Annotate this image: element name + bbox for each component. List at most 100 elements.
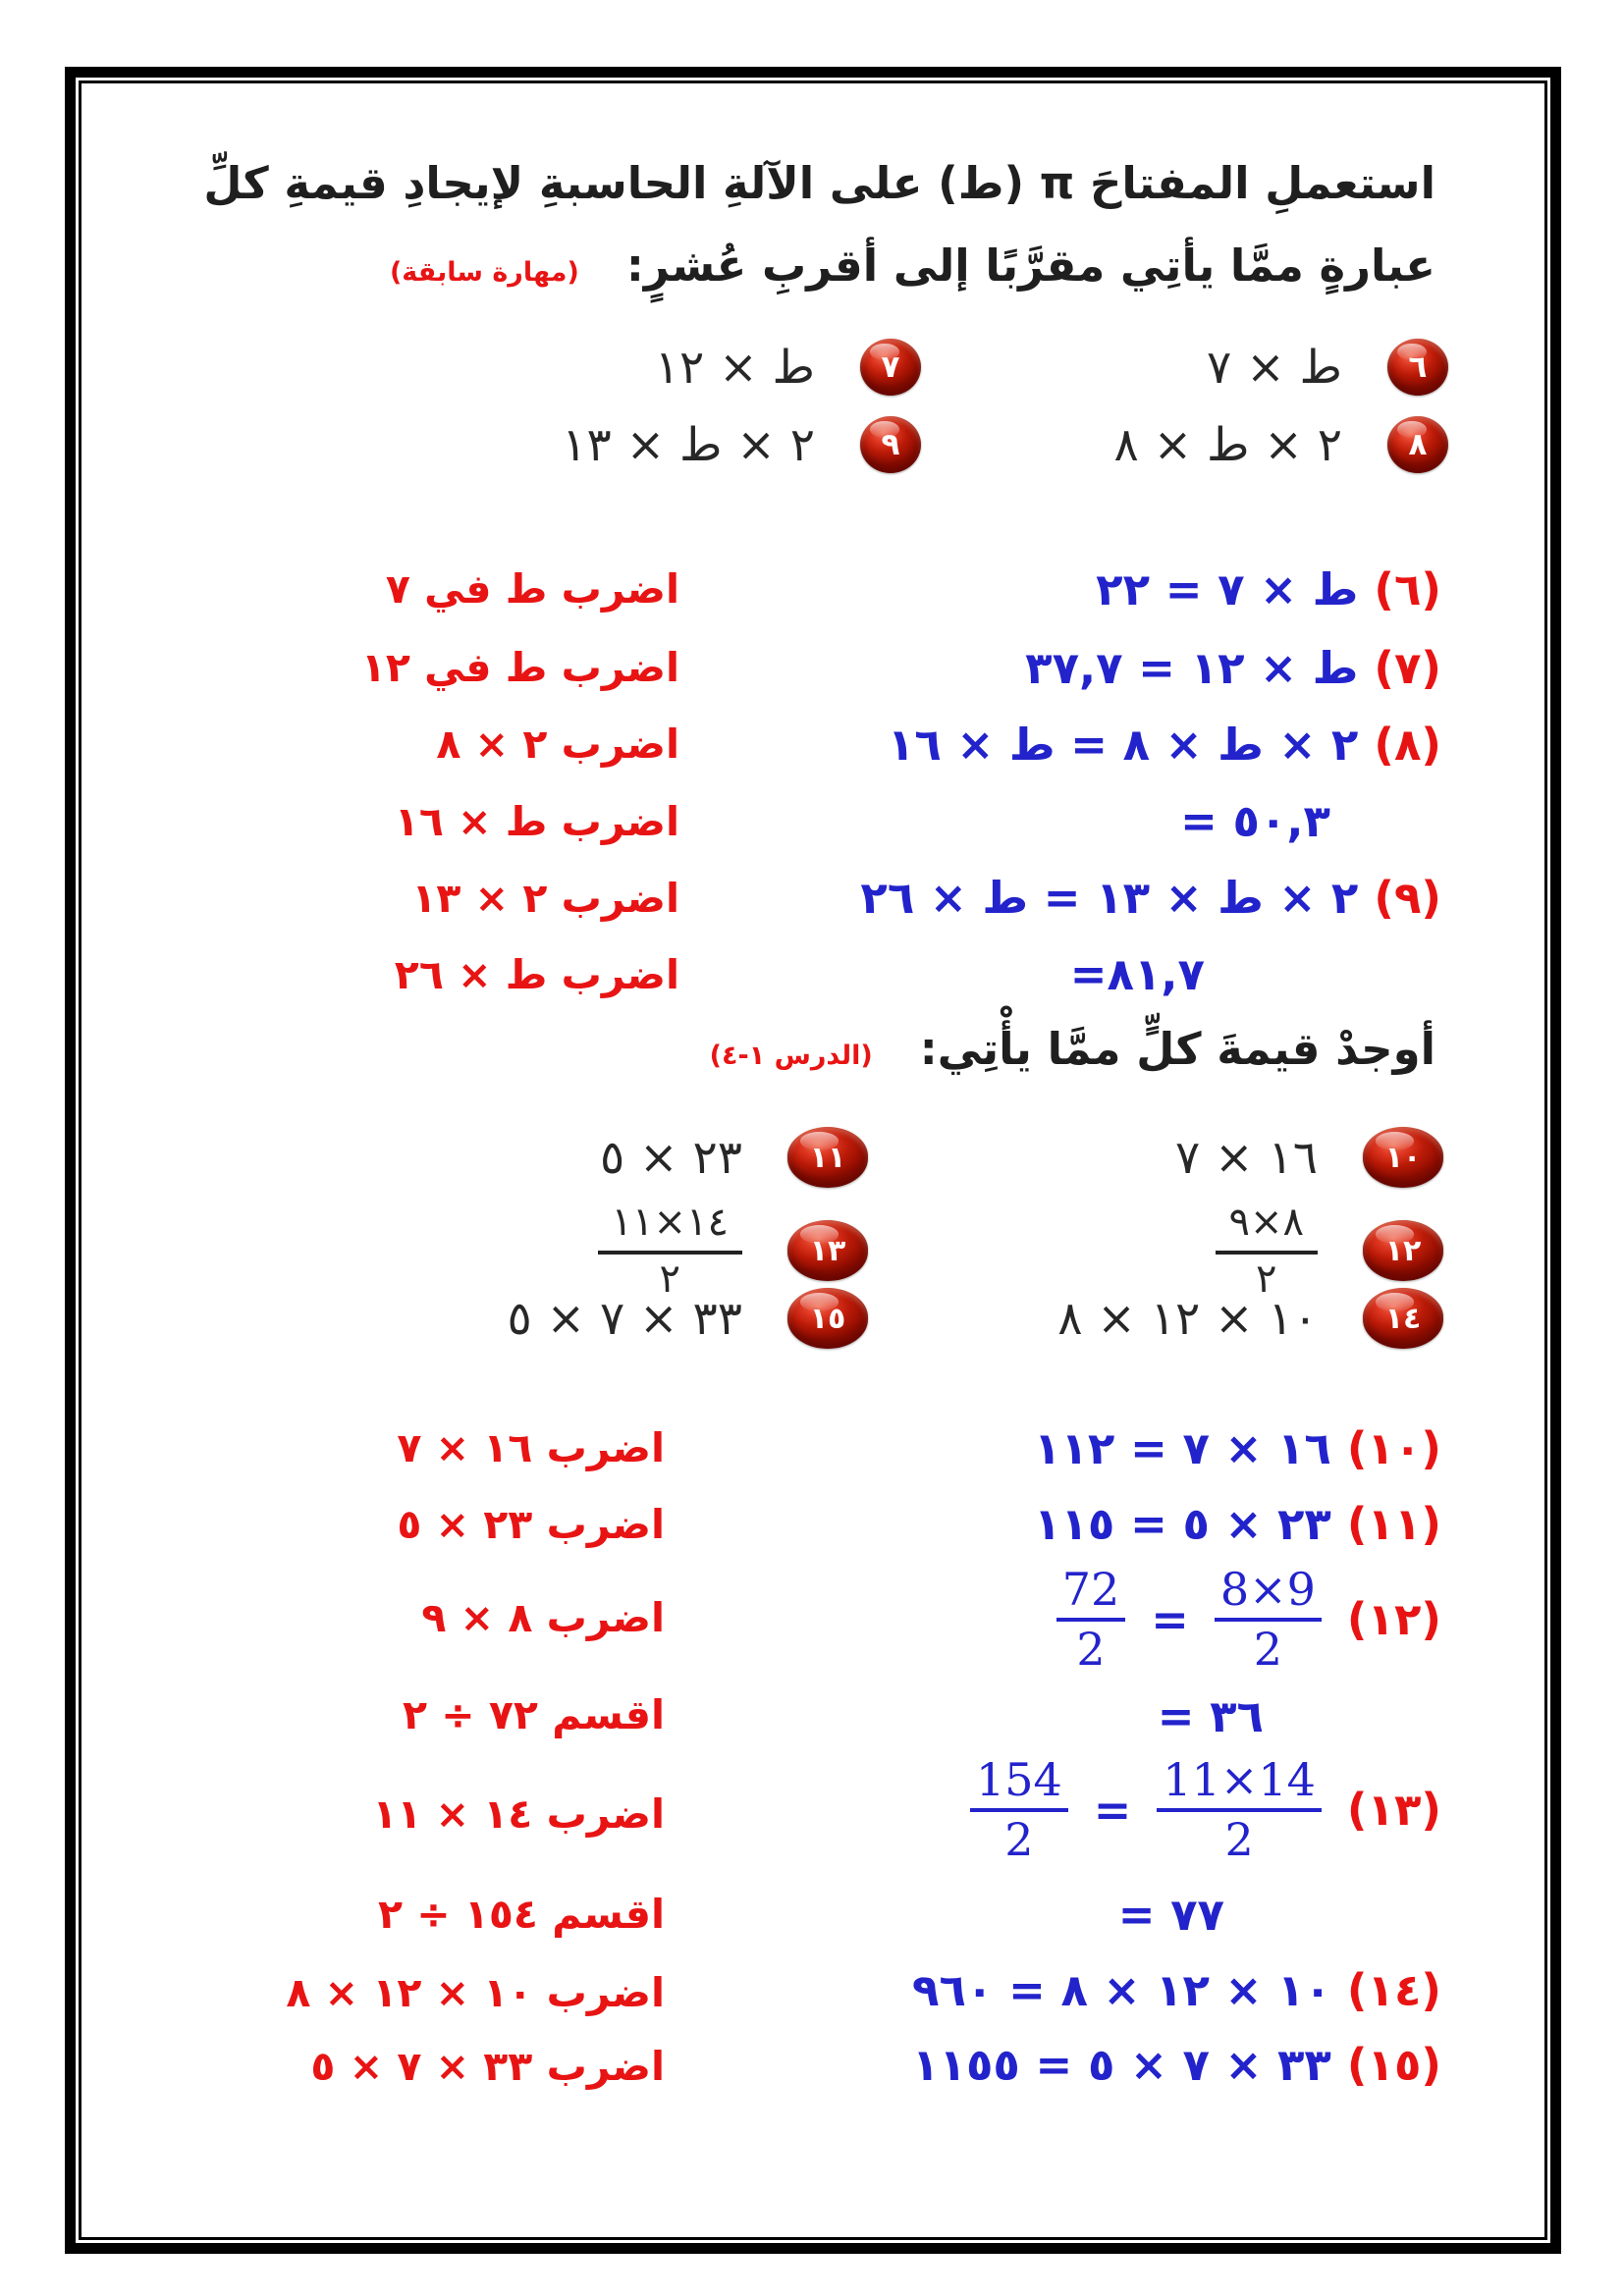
section1-instruction-line2: عبارةٍ ممَّا يأتِي مقرَّبًا إلى أقربِ عُ… <box>625 240 1435 292</box>
problem-9-expression: ٢ × ط × ١٣ <box>562 417 815 472</box>
problem-6-expression: ط × ٧ <box>1207 340 1342 395</box>
problem-13: ١٣ ١٤×١١ ٢ <box>597 1200 868 1302</box>
problem-10-badge: ١٠ <box>1363 1127 1443 1188</box>
answer-12-left-fraction: 72 2 <box>1056 1563 1126 1676</box>
hint-12: اضرب ٨ × ٩ <box>421 1594 665 1641</box>
answer-15-number: (١٥) <box>1346 2039 1441 2091</box>
answer-row-7: (٧) ط × ١٢ = ٣٧,٧ <box>1025 642 1441 694</box>
problem-9-badge: ٩ <box>860 416 921 473</box>
page-border <box>65 67 1561 2254</box>
answer-row-13-result: = ٧٧ <box>1118 1889 1224 1941</box>
problem-7-expression: ط × ١٢ <box>654 340 815 395</box>
answer-6-formula: ط × ٧ = ٢٢ <box>1096 563 1359 615</box>
hint-9b: اضرب ط × ٢٦ <box>394 951 679 998</box>
problem-8: ٨ ٢ × ط × ٨ <box>1113 416 1448 473</box>
lesson-tag: (الدرس ١-٤) <box>709 1041 873 1071</box>
answer-6-number: (٦) <box>1374 563 1441 615</box>
hint-9: اضرب ٢ × ١٣ <box>411 875 679 922</box>
problem-9: ٩ ٢ × ط × ١٣ <box>562 416 921 473</box>
answer-7-formula: ط × ١٢ = ٣٧,٧ <box>1025 642 1359 694</box>
skill-tag: (مهارة سابقة) <box>389 257 579 288</box>
page-border-inner <box>79 80 1547 2240</box>
answer-7-number: (٧) <box>1374 642 1441 694</box>
fraction-numerator: ٨×٩ <box>1215 1200 1318 1255</box>
answer-row-9: (٩) ٢ × ط × ١٣ = ط × ٢٦ <box>860 872 1441 924</box>
hint-14: اضرب ١٠ × ١٢ × ٨ <box>286 1969 665 2016</box>
hint-11: اضرب ٢٣ × ٥ <box>397 1501 665 1548</box>
problem-15-expression: ٣٣ × ٧ × ٥ <box>507 1291 742 1346</box>
problem-10: ١٠ ١٦ × ٧ <box>1175 1127 1443 1188</box>
problem-11-badge: ١١ <box>787 1127 868 1188</box>
answer-12-right-fraction: 8×9 2 <box>1214 1563 1322 1676</box>
answer-12-result: = ٣٦ <box>1157 1690 1264 1742</box>
section1-instruction-line2-row: عبارةٍ ممَّا يأتِي مقرَّبًا إلى أقربِ عُ… <box>390 240 1435 292</box>
problem-14: ١٤ ١٠ × ١٢ × ٨ <box>1057 1288 1443 1349</box>
fraction-denominator: 2 <box>1004 1813 1034 1866</box>
hint-13: اضرب ١٤ × ١١ <box>372 1790 665 1838</box>
fraction-numerator: 154 <box>969 1753 1068 1812</box>
section2-header-row: أوجدْ قيمةَ كلٍّ ممَّا يأْتِي: (الدرس ١-٤… <box>710 1023 1435 1075</box>
answer-8-formula: ٢ × ط × ٨ = ط × ١٦ <box>887 719 1359 771</box>
fraction-denominator: ٢ <box>659 1256 681 1302</box>
answer-row-9-result: =٨١,٧ <box>1070 948 1205 1000</box>
problem-11-expression: ٢٣ × ٥ <box>599 1130 742 1185</box>
fraction-denominator: ٢ <box>1256 1256 1277 1302</box>
problem-12-badge: ١٢ <box>1363 1220 1443 1281</box>
problem-14-badge: ١٤ <box>1363 1288 1443 1349</box>
fraction-numerator: 11×14 <box>1157 1753 1322 1812</box>
problem-8-expression: ٢ × ط × ٨ <box>1113 417 1343 472</box>
problem-13-fraction: ١٤×١١ ٢ <box>597 1200 742 1302</box>
hint-12b: اقسم ٧٢ ÷ ٢ <box>402 1691 665 1738</box>
problem-7: ٧ ط × ١٢ <box>655 339 921 396</box>
answer-row-13: (١٣) 11×14 2 = 154 2 <box>969 1753 1441 1866</box>
answer-9-formula: ٢ × ط × ١٣ = ط × ٢٦ <box>860 872 1359 924</box>
answer-8-number: (٨) <box>1374 719 1441 771</box>
answer-row-10: (١٠) ١٦ × ٧ = ١١٢ <box>1034 1422 1441 1474</box>
hint-7: اضرب ط في ١٢ <box>360 644 679 691</box>
hint-10: اضرب ١٦ × ٧ <box>397 1424 665 1471</box>
answer-11-number: (١١) <box>1346 1498 1441 1550</box>
answer-10-number: (١٠) <box>1346 1422 1441 1474</box>
answer-row-12-result: = ٣٦ <box>1158 1690 1264 1742</box>
answer-row-14: (١٤) ١٠ × ١٢ × ٨ = ٩٦٠ <box>912 1964 1441 2016</box>
fraction-numerator: ١٤×١١ <box>597 1200 742 1255</box>
answer-13-right-fraction: 11×14 2 <box>1157 1753 1322 1866</box>
section2-header: أوجدْ قيمةَ كلٍّ ممَّا يأْتِي: <box>919 1023 1435 1075</box>
fraction-denominator: 2 <box>1253 1623 1282 1676</box>
answer-14-number: (١٤) <box>1346 1964 1441 2016</box>
answer-row-15: (١٥) ٣٣ × ٧ × ٥ = ١١٥٥ <box>912 2039 1441 2091</box>
problem-11: ١١ ٢٣ × ٥ <box>600 1127 868 1188</box>
answer-14-formula: ١٠ × ١٢ × ٨ = ٩٦٠ <box>912 1964 1331 2016</box>
answer-13-result: = ٧٧ <box>1117 1889 1224 1941</box>
problem-6-badge: ٦ <box>1387 339 1448 396</box>
problem-14-expression: ١٠ × ١٢ × ٨ <box>1057 1291 1318 1346</box>
equals-sign: = <box>1093 1783 1132 1837</box>
problem-15: ١٥ ٣٣ × ٧ × ٥ <box>507 1288 868 1349</box>
fraction-denominator: 2 <box>1224 1813 1254 1866</box>
answer-13-number: (١٣) <box>1346 1784 1441 1836</box>
answer-row-12: (١٢) 8×9 2 = 72 2 <box>1056 1563 1441 1676</box>
answer-13-left-fraction: 154 2 <box>969 1753 1068 1866</box>
hint-8b: اضرب ط × ١٦ <box>394 798 679 845</box>
hint-15: اضرب ٣٣ × ٧ × ٥ <box>310 2043 665 2090</box>
answer-12-number: (١٢) <box>1346 1593 1441 1645</box>
answer-row-6: (٦) ط × ٧ = ٢٢ <box>1096 563 1441 615</box>
problem-7-badge: ٧ <box>860 339 921 396</box>
problem-10-expression: ١٦ × ٧ <box>1174 1130 1318 1185</box>
answer-row-8-result: = ٥٠,٣ <box>1180 795 1330 847</box>
problem-8-badge: ٨ <box>1387 416 1448 473</box>
hint-8: اضرب ٢ × ٨ <box>436 721 679 768</box>
section1-instruction-line1: استعملِ المفتاحَ π (ط) على الآلةِ الحاسب… <box>203 157 1435 209</box>
answer-8-result: = ٥٠,٣ <box>1180 795 1330 847</box>
fraction-numerator: 72 <box>1056 1563 1126 1622</box>
hint-13b: اقسم ١٥٤ ÷ ٢ <box>377 1891 665 1938</box>
answer-9-number: (٩) <box>1374 872 1441 924</box>
problem-12: ١٢ ٨×٩ ٢ <box>1215 1200 1443 1302</box>
answer-15-formula: ٣٣ × ٧ × ٥ = ١١٥٥ <box>912 2039 1331 2091</box>
problem-6: ٦ ط × ٧ <box>1207 339 1448 396</box>
answer-row-11: (١١) ٢٣ × ٥ = ١١٥ <box>1034 1498 1441 1550</box>
answer-10-formula: ١٦ × ٧ = ١١٢ <box>1034 1422 1331 1474</box>
answer-11-formula: ٢٣ × ٥ = ١١٥ <box>1034 1498 1331 1550</box>
fraction-numerator: 8×9 <box>1214 1563 1322 1622</box>
